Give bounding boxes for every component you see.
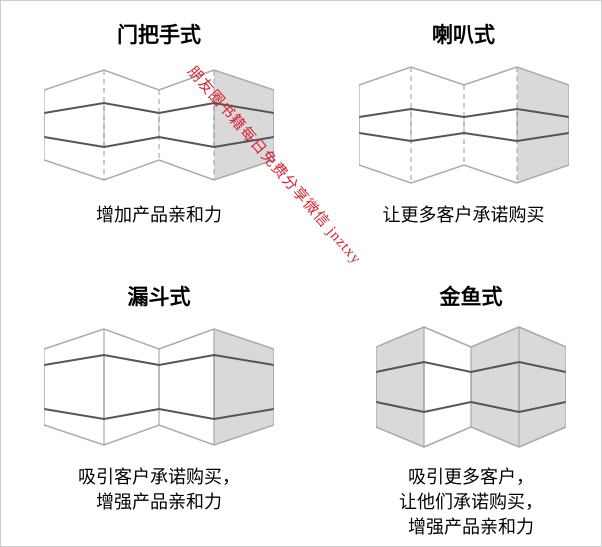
panel-title: 漏斗式 xyxy=(29,281,289,311)
panel-caption: 吸引更多客户， 让他们承诺购买， 增强产品亲和力 xyxy=(371,465,571,541)
panel-caption: 增加产品亲和力 xyxy=(29,203,289,228)
diagram-door-handle xyxy=(44,55,274,195)
panel-title: 喇叭式 xyxy=(351,19,576,49)
panel-title: 金鱼式 xyxy=(371,281,571,311)
panel-goldfish: 金鱼式 吸引更多客户， 让他们承诺购买， 增强产品亲和力 xyxy=(371,281,571,541)
diagram-trumpet xyxy=(359,55,569,195)
panel-trumpet: 喇叭式 让更多客户承诺购买 xyxy=(351,19,576,228)
panel-caption: 吸引客户承诺购买， 增强产品亲和力 xyxy=(29,465,289,515)
panel-caption: 让更多客户承诺购买 xyxy=(351,203,576,228)
diagram-goldfish xyxy=(376,317,566,457)
panel-funnel: 漏斗式 吸引客户承诺购买， 增强产品亲和力 xyxy=(29,281,289,515)
panel-title: 门把手式 xyxy=(29,19,289,49)
diagram-funnel xyxy=(44,317,274,457)
panel-door-handle: 门把手式 增加产品亲和力 xyxy=(29,19,289,228)
diagram-container: 门把手式 增加产品亲和力 喇叭式 让更多客户承诺购买 漏斗式 吸引客户承诺购买，… xyxy=(0,0,602,547)
